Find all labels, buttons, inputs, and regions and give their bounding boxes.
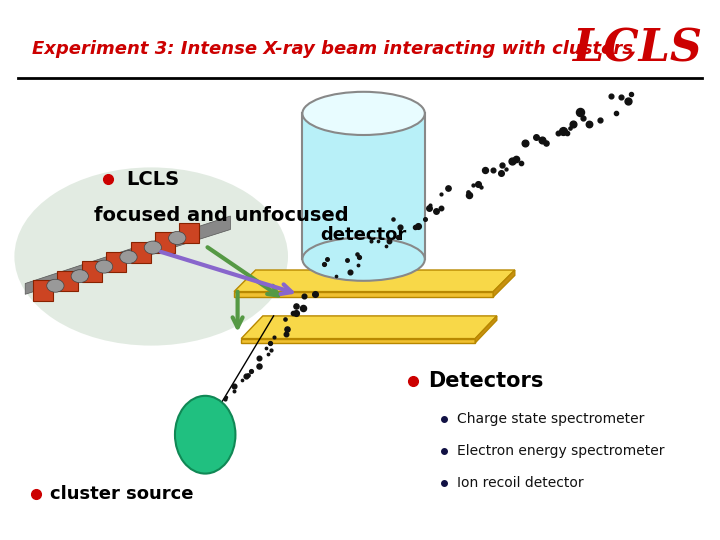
Polygon shape xyxy=(493,270,515,297)
Ellipse shape xyxy=(175,396,235,474)
Text: cluster source: cluster source xyxy=(50,485,194,503)
FancyBboxPatch shape xyxy=(82,261,102,282)
Ellipse shape xyxy=(302,92,425,135)
Text: Experiment 3: Intense X-ray beam interacting with clusters: Experiment 3: Intense X-ray beam interac… xyxy=(32,39,634,58)
FancyBboxPatch shape xyxy=(179,223,199,244)
Circle shape xyxy=(96,260,113,273)
Polygon shape xyxy=(234,270,515,292)
Polygon shape xyxy=(475,316,497,343)
Text: Charge state spectrometer: Charge state spectrometer xyxy=(457,411,644,426)
Text: focused and unfocused: focused and unfocused xyxy=(94,206,348,226)
Ellipse shape xyxy=(14,167,288,346)
Text: Detectors: Detectors xyxy=(428,370,544,391)
Ellipse shape xyxy=(302,238,425,281)
FancyBboxPatch shape xyxy=(107,252,127,272)
Text: LCLS: LCLS xyxy=(126,170,179,189)
Circle shape xyxy=(144,241,161,254)
Circle shape xyxy=(47,279,64,292)
FancyBboxPatch shape xyxy=(155,233,175,253)
FancyBboxPatch shape xyxy=(302,113,425,259)
Polygon shape xyxy=(241,339,475,343)
Text: Electron energy spectrometer: Electron energy spectrometer xyxy=(457,444,665,458)
FancyBboxPatch shape xyxy=(130,242,150,262)
Text: Ion recoil detector: Ion recoil detector xyxy=(457,476,584,490)
Circle shape xyxy=(71,269,89,282)
FancyBboxPatch shape xyxy=(58,271,78,291)
Polygon shape xyxy=(234,292,493,297)
Circle shape xyxy=(168,232,186,245)
Text: LCLS: LCLS xyxy=(572,27,702,70)
Circle shape xyxy=(120,251,137,264)
Polygon shape xyxy=(241,316,497,339)
FancyBboxPatch shape xyxy=(33,280,53,301)
Polygon shape xyxy=(25,216,230,294)
Text: detector: detector xyxy=(320,226,407,244)
